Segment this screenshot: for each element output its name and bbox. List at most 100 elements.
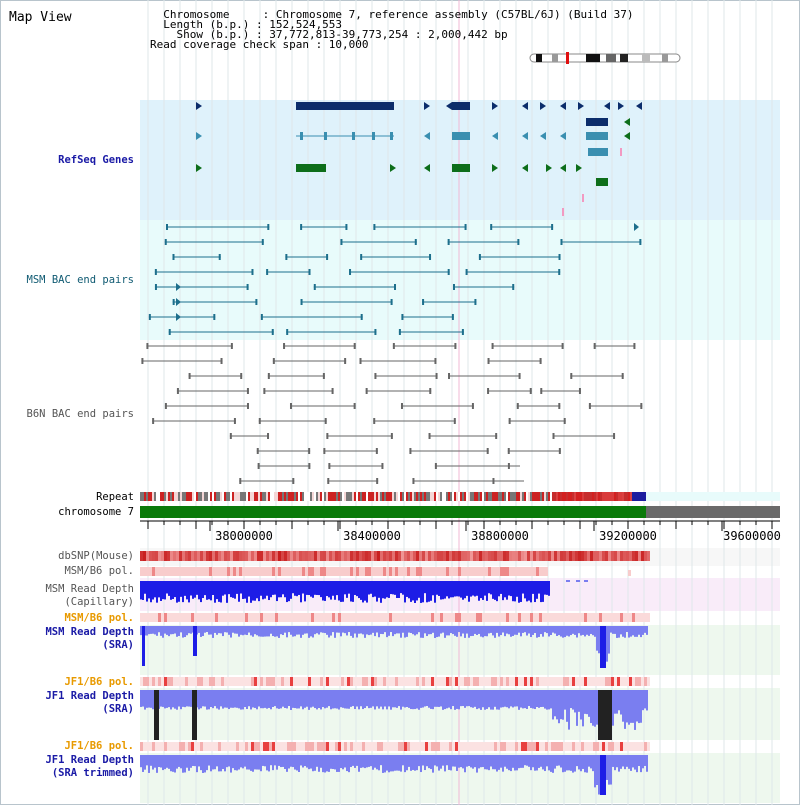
- repeat-feature: [292, 492, 294, 501]
- track-label-jf1-b6-pol[interactable]: JF1/B6 pol.: [64, 676, 134, 688]
- repeat-feature: [344, 492, 346, 501]
- track-label-dbsnp[interactable]: dbSNP(Mouse): [58, 550, 134, 562]
- repeat-feature: [416, 492, 418, 501]
- msm-bac-end: [465, 269, 468, 275]
- msm-pol2-cell: [179, 613, 182, 622]
- dbsnp-cell: [341, 551, 344, 561]
- msm-sra-depth-bar: [516, 626, 518, 635]
- jf1-trim-depth-bar: [578, 755, 580, 770]
- track-label-b6n-bac[interactable]: B6N BAC end pairs: [26, 408, 134, 420]
- repeat-feature: [472, 492, 474, 501]
- msm-sra-depth-bar: [432, 626, 434, 633]
- track-label-msm-depth-cap[interactable]: MSM Read Depth: [45, 583, 134, 595]
- jf1-pol-cell: [146, 677, 149, 686]
- jf1-trim-depth-bar: [460, 755, 462, 768]
- msm-sra-depth-bar: [588, 626, 590, 636]
- msm-pol-cell: [218, 567, 221, 576]
- dbsnp-cell: [638, 551, 641, 561]
- jf1-sra-depth-bar: [458, 690, 460, 710]
- b6n-bac-end: [558, 448, 561, 454]
- repeat-feature: [300, 492, 302, 501]
- msm-pol-cell: [443, 567, 446, 576]
- jf1-pol-cell: [440, 677, 443, 686]
- gene-block: [586, 132, 608, 140]
- jf1-sra-depth-bar: [366, 690, 368, 707]
- track-label-msm-b6-pol-2[interactable]: MSM/B6 pol.: [64, 612, 134, 624]
- msm-sra-depth-bar: [312, 626, 314, 638]
- msm-pol2-cell: [620, 613, 623, 622]
- b6n-bac-end: [390, 433, 393, 439]
- jf1-pol2-cell: [647, 742, 650, 751]
- jf1-sra-depth-bar: [370, 690, 372, 708]
- jf1-trim-depth-bar: [188, 755, 190, 771]
- jf1-pol2-cell: [332, 742, 335, 751]
- jf1-trim-depth-bar: [384, 755, 386, 773]
- jf1-trim-depth-bar: [294, 755, 296, 770]
- msm-sra-depth-bar: [558, 626, 560, 636]
- track-label-msm-bac[interactable]: MSM BAC end pairs: [26, 274, 134, 286]
- jf1-trim-depth-bar: [258, 755, 260, 770]
- jf1-sra-depth-bar: [396, 690, 398, 708]
- msm-pol-cell: [251, 567, 254, 576]
- msm-sra-depth-bar: [264, 626, 266, 637]
- msm-bac-end: [517, 239, 520, 245]
- track-label-jf1-depth-sra[interactable]: JF1 Read Depth: [45, 690, 134, 702]
- jf1-trim-depth-bar: [568, 755, 570, 771]
- jf1-pol-cell: [389, 677, 392, 686]
- track-label-repeat[interactable]: Repeat: [96, 491, 134, 503]
- track-label-msm-depth-sra[interactable]: MSM Read Depth: [45, 626, 134, 638]
- msm-sra-depth-bar: [186, 626, 188, 636]
- msm-cap-depth-bar: [440, 581, 442, 600]
- info-coverage-span: Read coverage check span : 10,000: [150, 38, 369, 51]
- msm-sra-depth-bar: [536, 626, 538, 638]
- jf1-trim-depth-bar: [548, 755, 550, 771]
- track-label-msm-b6-pol[interactable]: MSM/B6 pol.: [64, 565, 134, 577]
- gene-arrow: [576, 164, 582, 172]
- msm-sra-depth-bar: [464, 626, 466, 638]
- jf1-pol-cell: [284, 677, 287, 686]
- jf1-pol2-cell: [608, 742, 611, 751]
- jf1-pol2-cell: [542, 742, 545, 751]
- msm-pol-cell: [404, 567, 407, 576]
- jf1-sra-depth-bar: [414, 690, 416, 710]
- msm-sra-depth-bar: [556, 626, 558, 637]
- repeat-feature: [428, 492, 430, 501]
- track-label-chromosome: chromosome 7: [58, 506, 134, 518]
- msm-cap-depth-bar: [426, 581, 428, 603]
- msm-sra-depth-bar: [596, 626, 598, 651]
- track-label-jf1-b6-pol-2[interactable]: JF1/B6 pol.: [64, 740, 134, 752]
- jf1-sra-depth-bar: [538, 690, 540, 708]
- msm-pol-cell: [428, 567, 431, 576]
- track-label-jf1-depth-trim[interactable]: JF1 Read Depth: [45, 754, 134, 766]
- msm-sra-depth-bar: [310, 626, 312, 637]
- msm-pol-cell: [185, 567, 188, 576]
- b6n-bac-end: [453, 418, 456, 424]
- jf1-pol-cell: [410, 677, 413, 686]
- jf1-sra-depth-bar: [284, 690, 286, 708]
- jf1-pol-cell: [203, 677, 206, 686]
- msm-sra-depth-bar: [608, 626, 610, 654]
- repeat-feature: [252, 492, 254, 501]
- jf1-sra-depth-bar: [412, 690, 414, 710]
- msm-sra-depth-bar: [262, 626, 264, 637]
- msm-pol-cell: [173, 567, 176, 576]
- b6n-bac-end: [491, 343, 494, 349]
- msm-cap-depth-bar: [332, 581, 334, 596]
- track-label-refseq[interactable]: RefSeq Genes: [58, 154, 134, 166]
- repeat-feature: [272, 492, 274, 501]
- dbsnp-cell: [587, 551, 590, 561]
- jf1-sra-depth-bar: [590, 690, 592, 724]
- msm-sra-depth-bar: [286, 626, 288, 638]
- jf1-sra-depth-bar: [306, 690, 308, 707]
- repeat-feature: [454, 492, 456, 501]
- jf1-pol-cell: [437, 677, 440, 686]
- dbsnp-cell: [185, 551, 188, 561]
- msm-sra-depth-bar: [574, 626, 576, 635]
- dbsnp-cell: [518, 551, 521, 561]
- jf1-trim-depth-bar: [508, 755, 510, 771]
- b6n-bac-end: [529, 388, 532, 394]
- msm-cap-depth-bar: [302, 581, 304, 594]
- jf1-pol-cell: [635, 677, 638, 686]
- jf1-pol-cell: [566, 677, 569, 686]
